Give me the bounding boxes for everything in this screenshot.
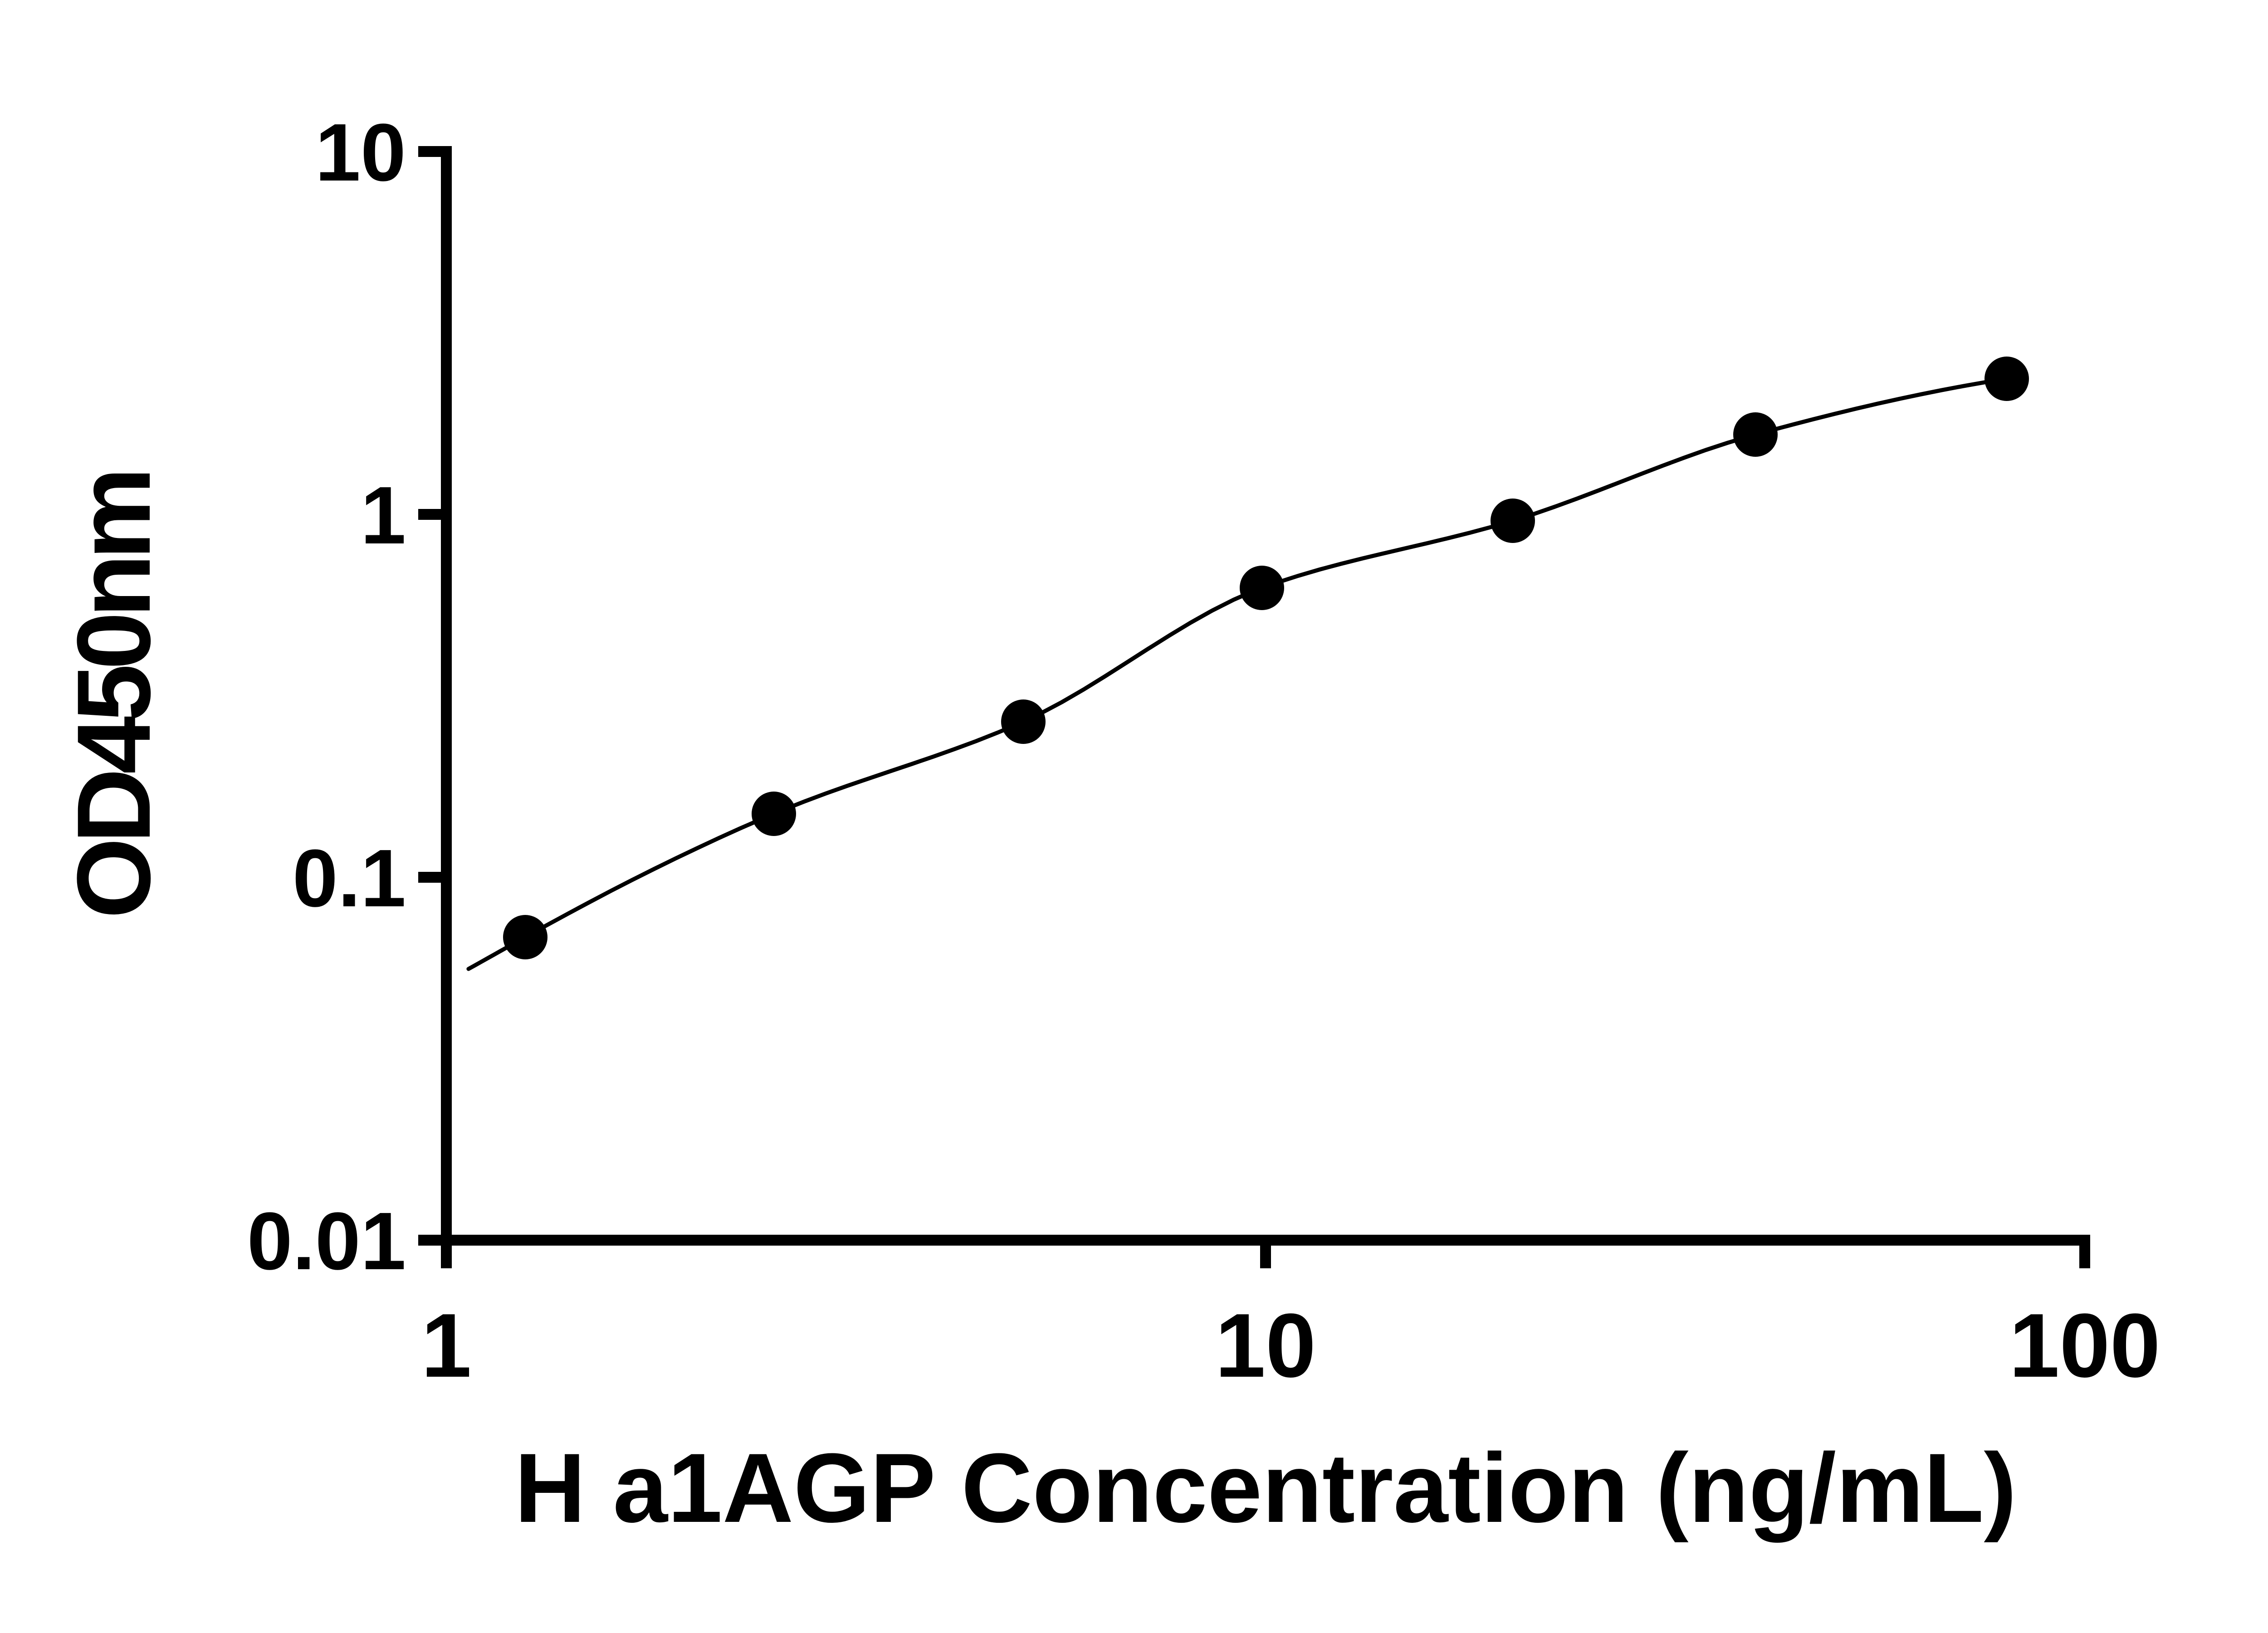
- svg-text:0.01: 0.01: [247, 1196, 406, 1287]
- svg-text:10: 10: [1215, 1295, 1316, 1396]
- svg-text:100: 100: [2009, 1295, 2160, 1396]
- svg-text:0.1: 0.1: [293, 833, 406, 924]
- svg-text:H a1AGP Concentration (ng/mL): H a1AGP Concentration (ng/mL): [514, 1433, 2016, 1543]
- svg-text:OD450nm: OD450nm: [55, 473, 172, 919]
- svg-text:1: 1: [361, 470, 406, 561]
- svg-text:1: 1: [421, 1295, 471, 1396]
- svg-text:10: 10: [315, 107, 406, 198]
